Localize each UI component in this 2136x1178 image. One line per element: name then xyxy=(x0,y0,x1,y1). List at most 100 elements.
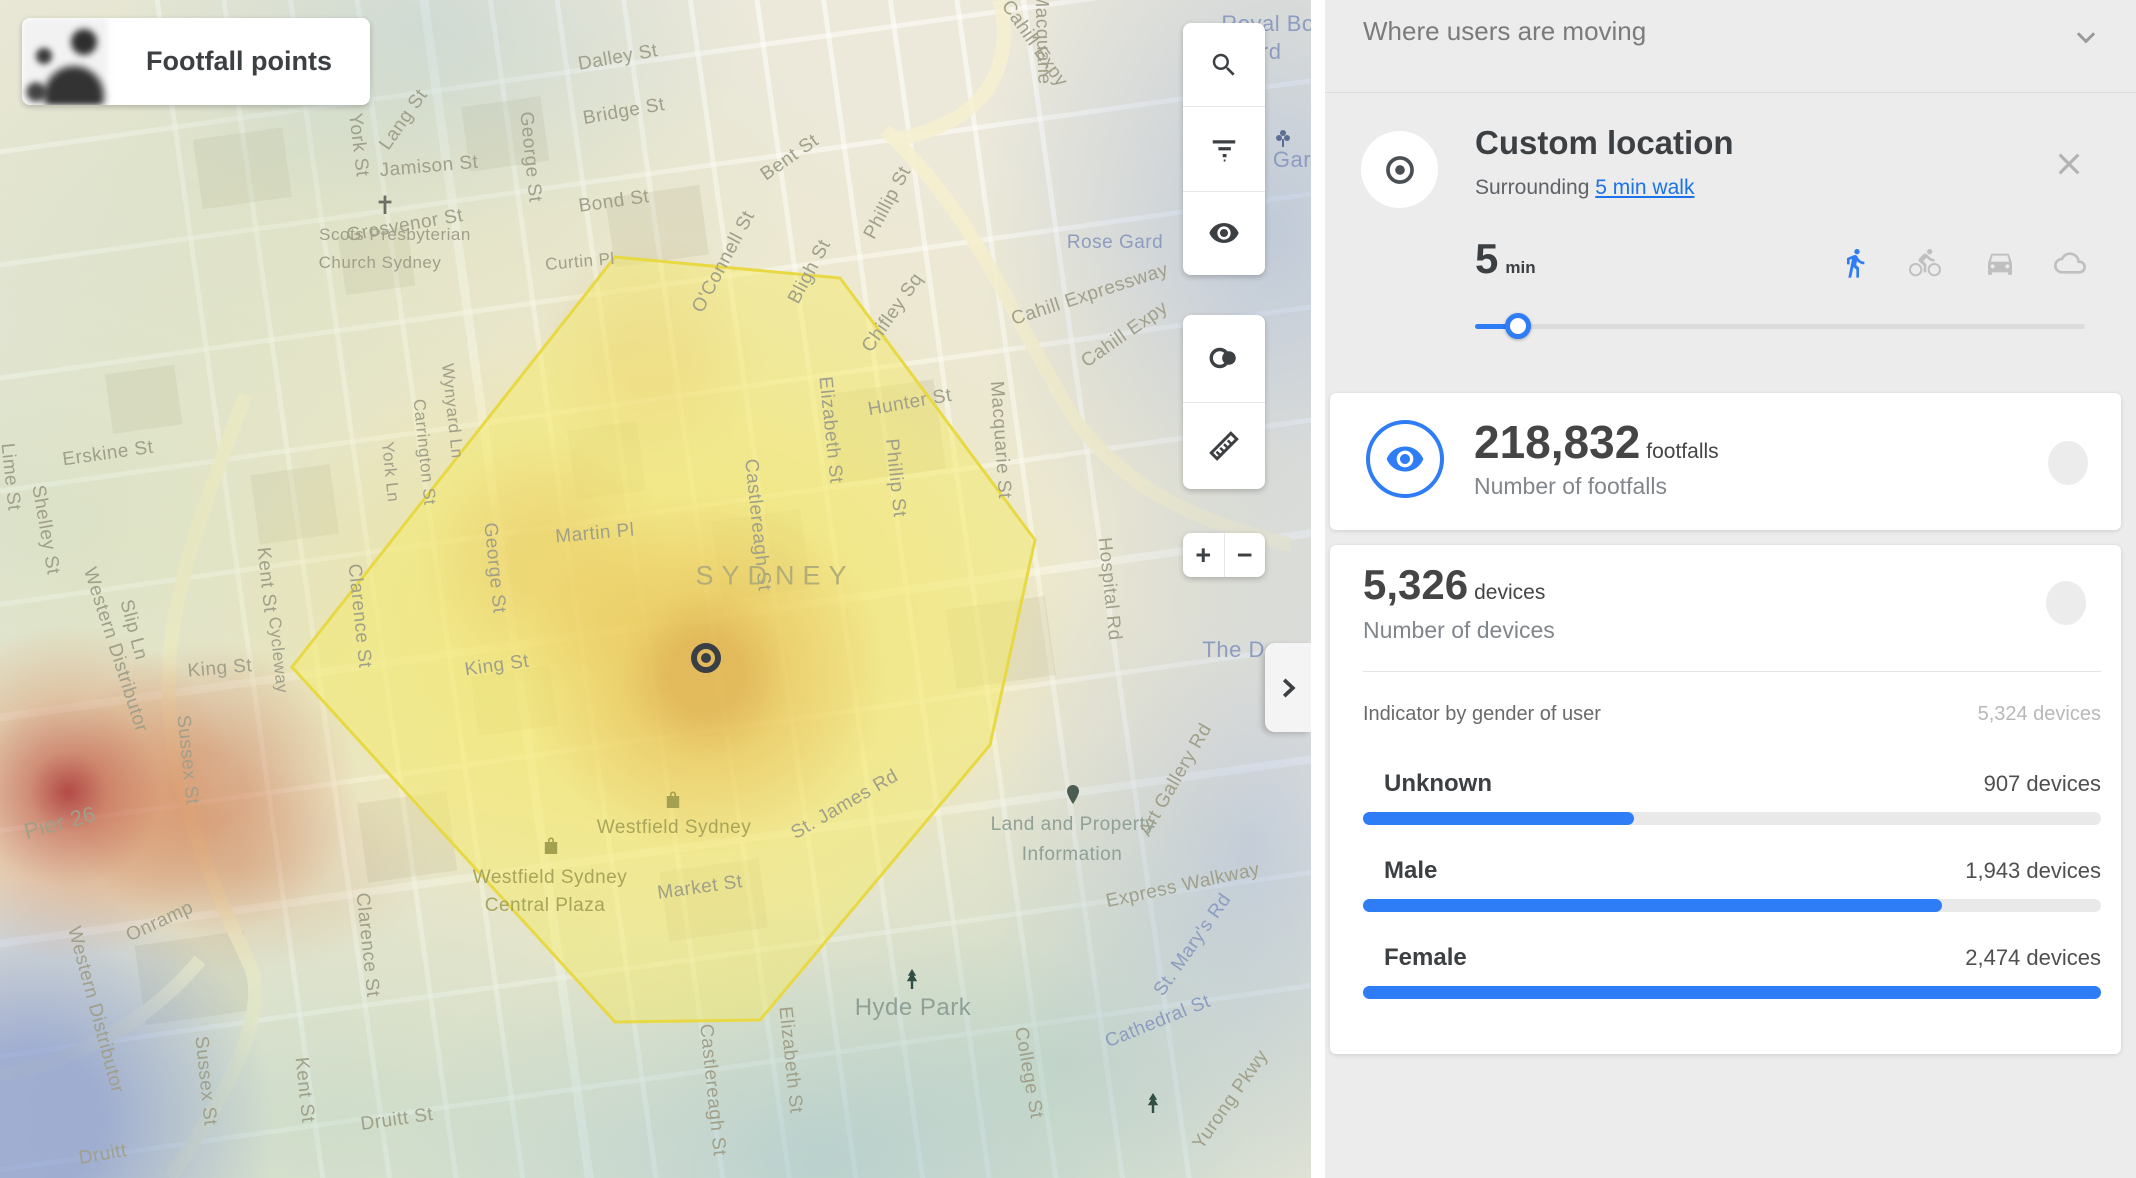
walk-time-link[interactable]: 5 min walk xyxy=(1595,176,1695,199)
ruler-icon xyxy=(1209,431,1239,461)
custom-location-icon-circle xyxy=(1361,131,1438,208)
location-subtitle-prefix: Surrounding xyxy=(1475,176,1596,199)
bike-icon xyxy=(1909,247,1941,279)
cloud-icon xyxy=(2054,247,2086,279)
map-zoom-control: + − xyxy=(1183,533,1265,577)
footfall-heatmap xyxy=(0,0,1311,1178)
gender-value: 1,943 devices xyxy=(1965,858,2101,883)
street-label: Rose Gard xyxy=(1066,232,1164,253)
isochrone-polygon[interactable] xyxy=(290,255,1037,1024)
map-poi-icons xyxy=(0,0,1311,1178)
street-label: Land and Property xyxy=(990,814,1156,835)
gender-bar-track xyxy=(1363,812,2101,825)
devices-unit: devices xyxy=(1474,581,1546,604)
panel-expand-button[interactable] xyxy=(1265,643,1311,732)
custom-location-marker[interactable] xyxy=(691,643,721,673)
gender-total-devices: 5,324 devices xyxy=(1977,703,2101,725)
chevron-down-icon xyxy=(2071,22,2101,52)
street-label: Westfield Sydney xyxy=(472,867,628,888)
gender-row: Female 2,474 devices xyxy=(1363,944,2101,999)
devices-value-row: 5,326 devices xyxy=(1363,561,1545,609)
street-label: Scots Presbyterian xyxy=(319,225,471,244)
street-label: Church Sydney xyxy=(318,253,442,272)
car-icon xyxy=(1984,247,2016,279)
street-label: The Do xyxy=(1202,637,1278,662)
gender-label: Male xyxy=(1384,857,1438,884)
cloud-mode-button[interactable] xyxy=(2054,247,2086,279)
walk-mode-button[interactable] xyxy=(1839,247,1871,279)
time-slider-fill xyxy=(1475,324,1518,329)
collapse-section-button[interactable] xyxy=(2071,22,2101,52)
bike-mode-button[interactable] xyxy=(1909,247,1941,279)
bag-icon xyxy=(661,788,685,812)
eye-icon xyxy=(1208,217,1240,249)
pin-icon xyxy=(1061,783,1085,807)
map-toolbar-secondary xyxy=(1183,315,1265,489)
gender-rows: Unknown 907 devices Male 1,943 devices Femal… xyxy=(1363,770,2101,1031)
footfalls-indicator-dot[interactable] xyxy=(2048,441,2088,485)
app-logo-image xyxy=(22,18,108,105)
location-subtitle: Surrounding 5 min walk xyxy=(1475,176,1694,200)
panel-scrollbar[interactable] xyxy=(1311,0,1325,1178)
gender-section-header: Indicator by gender of user 5,324 device… xyxy=(1363,703,2101,726)
zoom-in-button[interactable]: + xyxy=(1195,539,1212,570)
walk-time-unit: min xyxy=(1505,258,1536,277)
panel-title: Where users are moving xyxy=(1363,16,1647,46)
gender-bar-fill xyxy=(1363,899,1943,912)
gender-row: Unknown 907 devices xyxy=(1363,770,2101,825)
divider xyxy=(1363,671,2101,672)
footfalls-eye-badge xyxy=(1366,420,1444,498)
street-label: Westfield Sydney xyxy=(596,817,752,838)
bag-icon xyxy=(539,834,563,858)
street-label: Gar xyxy=(1272,147,1311,172)
street-label: Information xyxy=(1021,844,1123,865)
footfalls-label: Number of footfalls xyxy=(1474,473,1668,499)
close-icon xyxy=(2053,148,2085,180)
street-label: Central Plaza xyxy=(484,895,606,916)
gender-value: 2,474 devices xyxy=(1965,945,2101,970)
location-title: Custom location xyxy=(1475,124,1734,161)
car-mode-button[interactable] xyxy=(1984,247,2016,279)
toggle-icon xyxy=(1207,341,1241,375)
walk-time-value: 5 min xyxy=(1475,235,1536,282)
zoom-out-button[interactable]: − xyxy=(1223,533,1266,577)
layer-toggle-button[interactable] xyxy=(1183,315,1265,402)
devices-label: Number of devices xyxy=(1363,617,1555,643)
close-location-button[interactable] xyxy=(2053,148,2085,180)
app-title: Footfall points xyxy=(146,46,332,76)
street-label: SYDNEY xyxy=(695,560,855,591)
gender-row: Male 1,943 devices xyxy=(1363,857,2101,912)
measure-button[interactable] xyxy=(1183,401,1265,490)
gender-label: Unknown xyxy=(1384,770,1492,797)
footfalls-card: 218,832 footfalls Number of footfalls xyxy=(1330,393,2121,530)
search-icon xyxy=(1209,50,1239,80)
tree-icon xyxy=(900,967,924,991)
filter-button[interactable] xyxy=(1183,106,1265,190)
eye-icon xyxy=(1385,439,1425,479)
gender-bar-track xyxy=(1363,899,2101,912)
gender-bar-fill xyxy=(1363,812,1634,825)
map-canvas[interactable]: Grosvenor St Dalley St Bridge St Bent St Bon… xyxy=(0,0,1311,1178)
gender-value: 907 devices xyxy=(1983,771,2101,796)
footfalls-value-row: 218,832 footfalls xyxy=(1474,415,1719,469)
gender-label: Female xyxy=(1384,944,1467,971)
time-slider[interactable] xyxy=(1475,313,2085,339)
search-button[interactable] xyxy=(1183,23,1265,106)
filter-icon xyxy=(1209,134,1239,164)
visibility-button[interactable] xyxy=(1183,190,1265,275)
flower-icon xyxy=(1271,126,1295,150)
gender-bar-track xyxy=(1363,986,2101,999)
app-logo-card: Footfall points xyxy=(22,18,370,105)
divider xyxy=(1325,92,2136,93)
devices-indicator-dot[interactable] xyxy=(2046,581,2086,625)
devices-value: 5,326 xyxy=(1363,561,1469,608)
chevron-right-icon xyxy=(1275,675,1301,701)
footfalls-unit: footfalls xyxy=(1646,440,1719,463)
map-labels: Grosvenor St Dalley St Bridge St Bent St Bon… xyxy=(0,0,1311,1169)
target-icon xyxy=(1383,153,1417,187)
street-label: Hyde Park xyxy=(854,994,972,1021)
gender-section-title: Indicator by gender of user xyxy=(1363,703,1601,725)
map-toolbar-primary xyxy=(1183,23,1265,275)
footfalls-value: 218,832 xyxy=(1474,416,1641,468)
time-slider-thumb[interactable] xyxy=(1504,313,1531,339)
